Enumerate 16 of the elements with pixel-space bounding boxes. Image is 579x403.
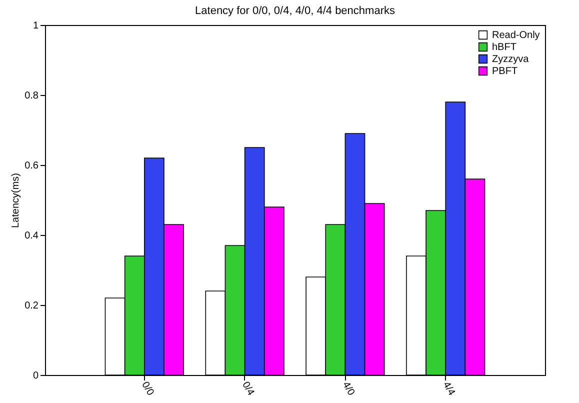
x-tick-label: 0/4	[240, 380, 256, 398]
y-tick-label: 0.2	[24, 300, 39, 312]
y-axis-title: Latency(ms)	[10, 172, 22, 228]
y-tick-label: 0	[32, 370, 39, 382]
y-tick-label: 1	[32, 20, 39, 32]
chart-title: Latency for 0/0, 0/4, 4/0, 4/4 benchmarks	[195, 5, 396, 17]
legend-label: hBFT	[492, 42, 516, 53]
y-tick-label: 0.6	[24, 160, 39, 172]
x-tick-label: 4/4	[440, 380, 458, 398]
x-tick-label: 4/0	[340, 380, 357, 398]
y-tick-label: 0.4	[24, 230, 39, 242]
x-tick-label: 0/0	[139, 380, 156, 398]
legend-label: PBFT	[492, 66, 518, 77]
legend-label: Read-Only	[492, 30, 540, 41]
legend-label: Zyzzyva	[492, 54, 530, 65]
y-tick-label: 0.8	[24, 90, 39, 102]
